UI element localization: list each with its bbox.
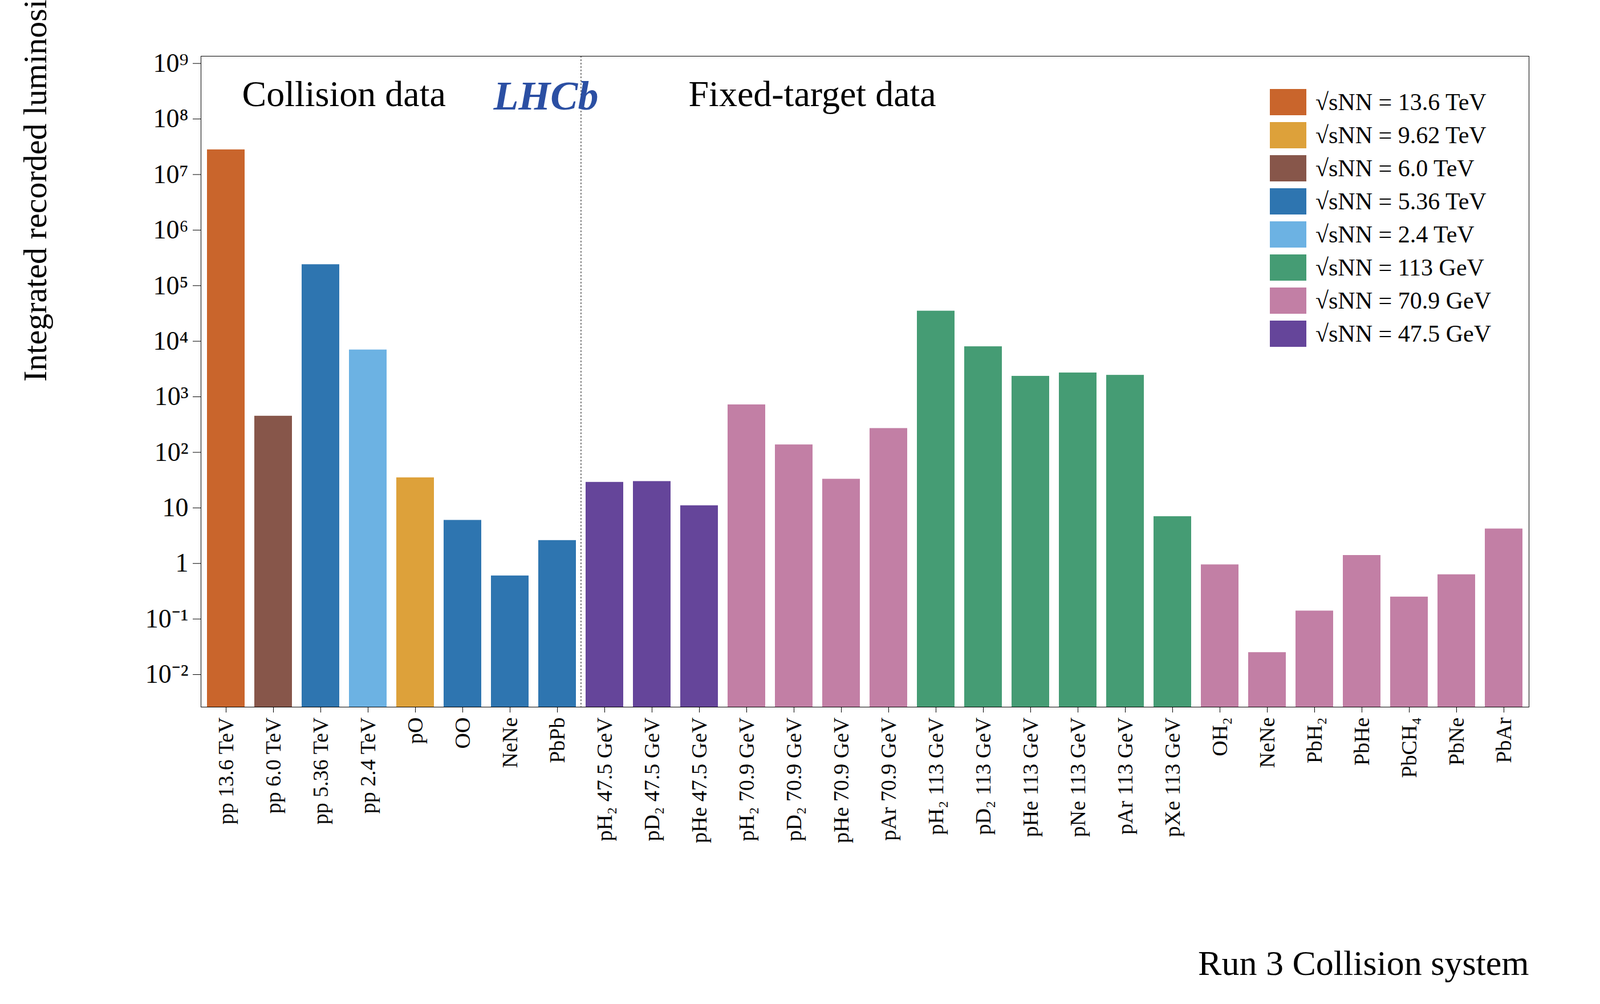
- svg-text:pHe 70.9 GeV: pHe 70.9 GeV: [829, 716, 854, 843]
- svg-text:pAr 113 GeV: pAr 113 GeV: [1113, 716, 1137, 835]
- svg-text:10⁶: 10⁶: [152, 214, 189, 245]
- svg-text:OO: OO: [450, 717, 475, 749]
- svg-text:PbAr: PbAr: [1491, 716, 1516, 763]
- svg-text:10⁻²: 10⁻²: [145, 659, 189, 689]
- svg-text:pXe 113 GeV: pXe 113 GeV: [1160, 716, 1185, 837]
- svg-text:10⁻¹: 10⁻¹: [145, 603, 189, 633]
- svg-text:PbPb: PbPb: [545, 717, 570, 763]
- svg-text:pNe 113 GeV: pNe 113 GeV: [1065, 716, 1090, 837]
- svg-text:OH₂: OH₂: [1207, 717, 1232, 757]
- svg-text:pH₂ 113 GeV: pH₂ 113 GeV: [923, 716, 948, 835]
- html-text:√sNN = 6.0 TeV: √sNN = 6.0 TeV: [1315, 155, 1475, 182]
- svg-text:Run 3 Collision system: Run 3 Collision system: [1198, 943, 1529, 982]
- svg-text:pp 5.36 TeV: pp 5.36 TeV: [308, 716, 333, 824]
- html-text:√sNN = 5.36 TeV: √sNN = 5.36 TeV: [1315, 188, 1487, 215]
- svg-text:10⁷: 10⁷: [152, 159, 189, 189]
- svg-text:1: 1: [175, 547, 189, 578]
- svg-text:10: 10: [162, 492, 189, 522]
- svg-text:pp 6.0 TeV: pp 6.0 TeV: [261, 716, 286, 814]
- html-text:√sNN = 113 GeV: √sNN = 113 GeV: [1315, 254, 1485, 281]
- svg-text:PbHe: PbHe: [1349, 717, 1374, 766]
- svg-text:pHe 47.5 GeV: pHe 47.5 GeV: [687, 716, 712, 843]
- svg-text:pD₂ 47.5 GeV: pD₂ 47.5 GeV: [639, 716, 664, 841]
- svg-text:Integrated recorded luminosity: Integrated recorded luminosity [nb⁻¹]: [16, 0, 54, 382]
- html-text:√sNN = 47.5 GeV: √sNN = 47.5 GeV: [1315, 320, 1492, 347]
- html-text:√sNN = 13.6 TeV: √sNN = 13.6 TeV: [1315, 88, 1487, 116]
- svg-text:pHe 113 GeV: pHe 113 GeV: [1018, 716, 1043, 837]
- svg-text:10³: 10³: [154, 381, 189, 411]
- svg-text:10⁵: 10⁵: [152, 270, 189, 300]
- svg-text:10⁸: 10⁸: [152, 103, 189, 133]
- svg-text:pO: pO: [403, 717, 428, 744]
- svg-text:pH₂ 70.9 GeV: pH₂ 70.9 GeV: [734, 716, 759, 841]
- svg-text:Fixed-target data: Fixed-target data: [688, 73, 937, 115]
- html-text:√sNN = 70.9 GeV: √sNN = 70.9 GeV: [1315, 287, 1492, 314]
- svg-text:PbH₂: PbH₂: [1302, 717, 1327, 764]
- html-text:√sNN = 9.62 TeV: √sNN = 9.62 TeV: [1315, 122, 1487, 149]
- svg-text:pp 2.4 TeV: pp 2.4 TeV: [355, 716, 380, 814]
- html-text:√sNN = 2.4 TeV: √sNN = 2.4 TeV: [1315, 221, 1475, 248]
- svg-text:PbCH₄: PbCH₄: [1397, 717, 1421, 778]
- svg-text:pH₂ 47.5 GeV: pH₂ 47.5 GeV: [592, 716, 617, 841]
- svg-text:PbNe: PbNe: [1444, 717, 1469, 766]
- svg-text:Collision data: Collision data: [242, 73, 446, 115]
- svg-text:NeNe: NeNe: [497, 717, 522, 769]
- svg-text:pp 13.6 TeV: pp 13.6 TeV: [213, 716, 238, 824]
- svg-text:pD₂ 70.9 GeV: pD₂ 70.9 GeV: [781, 716, 806, 841]
- svg-text:10⁴: 10⁴: [152, 326, 189, 356]
- svg-text:10⁹: 10⁹: [152, 48, 189, 78]
- svg-text:pD₂ 113 GeV: pD₂ 113 GeV: [971, 716, 996, 835]
- svg-text:NeNe: NeNe: [1255, 717, 1279, 769]
- svg-text:10²: 10²: [154, 437, 189, 467]
- svg-text:LHCb: LHCb: [492, 72, 599, 119]
- svg-text:pAr 70.9 GeV: pAr 70.9 GeV: [876, 716, 901, 841]
